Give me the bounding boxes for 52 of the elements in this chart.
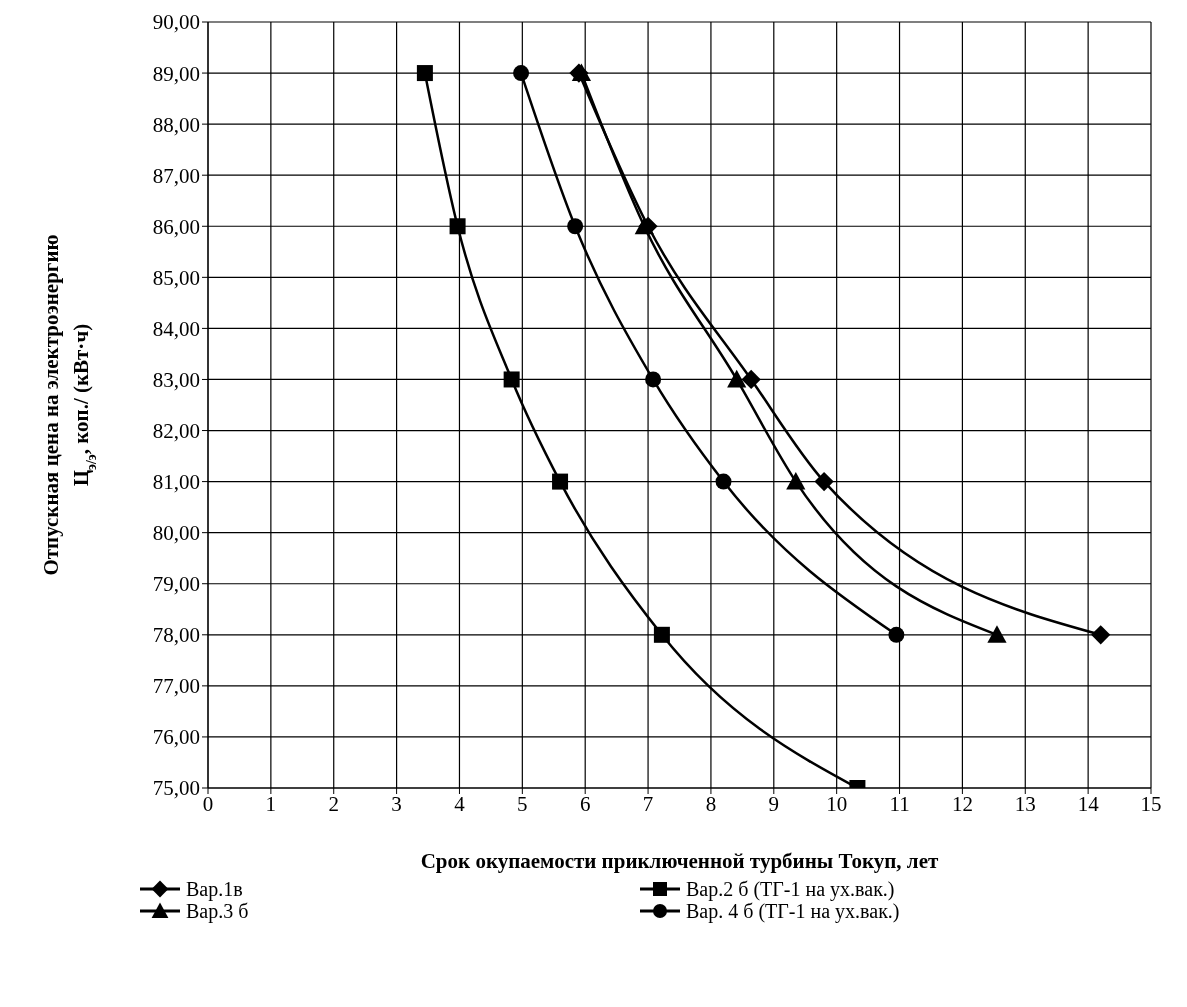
x-tick-label: 10 [826, 791, 848, 816]
point [786, 472, 806, 490]
point [449, 218, 466, 235]
y-tick-label: 81,00 [152, 470, 200, 495]
x-tick-label: 15 [1140, 791, 1162, 816]
x-tick-label: 6 [579, 791, 591, 816]
x-tick-label: 7 [642, 791, 654, 816]
x-tick-label: 2 [328, 791, 339, 816]
point [987, 625, 1007, 643]
point [503, 371, 520, 388]
point [1091, 625, 1111, 645]
y-tick-label: 88,00 [152, 112, 200, 137]
y-tick-label: 78,00 [152, 623, 200, 648]
point [727, 369, 747, 388]
point [416, 65, 433, 82]
point [814, 472, 834, 492]
x-tick-label: 14 [1077, 791, 1100, 816]
x-tick-label: 11 [889, 791, 910, 816]
x-tick-label: 9 [768, 791, 780, 816]
y-tick-label: 79,00 [152, 572, 200, 597]
y-tick-label: 85,00 [152, 265, 200, 290]
y-tick-label: 89,00 [152, 61, 200, 86]
y-tick-label: 75,00 [152, 776, 200, 801]
point [645, 371, 662, 388]
y-tick-label: 90,00 [152, 10, 200, 35]
point [741, 369, 761, 390]
legend-label: Вар.2 б (ТГ-1 на ух.вак.) [686, 877, 895, 901]
y-tick-label: 84,00 [152, 316, 200, 341]
y-tick-label: 87,00 [152, 163, 200, 188]
x-axis-title: Срок окупаемости приключенной турбины Токуп, лет [420, 849, 939, 873]
point [653, 626, 670, 643]
y-tick-label: 82,00 [152, 418, 200, 443]
y-tick-label: 83,00 [152, 367, 200, 392]
x-tick-label: 4 [454, 791, 466, 816]
point [552, 473, 569, 490]
x-tick-label: 3 [391, 791, 402, 816]
x-tick-label: 12 [951, 791, 973, 816]
point [638, 216, 658, 236]
x-tick-label: 13 [1014, 791, 1036, 816]
x-tick-label: 8 [705, 791, 717, 816]
point [888, 626, 905, 643]
x-tick-label: 0 [202, 791, 214, 816]
point [513, 65, 530, 82]
y-tick-label: 80,00 [152, 521, 200, 546]
point [715, 473, 732, 490]
y-tick-label: 77,00 [152, 674, 200, 699]
x-tick-label: 5 [517, 791, 528, 816]
legend-label: Вар.1в [186, 877, 243, 901]
y-tick-label: 86,00 [152, 214, 200, 239]
y-tick-label: 76,00 [152, 725, 200, 750]
point [567, 218, 584, 235]
x-tick-label: 1 [265, 791, 277, 816]
